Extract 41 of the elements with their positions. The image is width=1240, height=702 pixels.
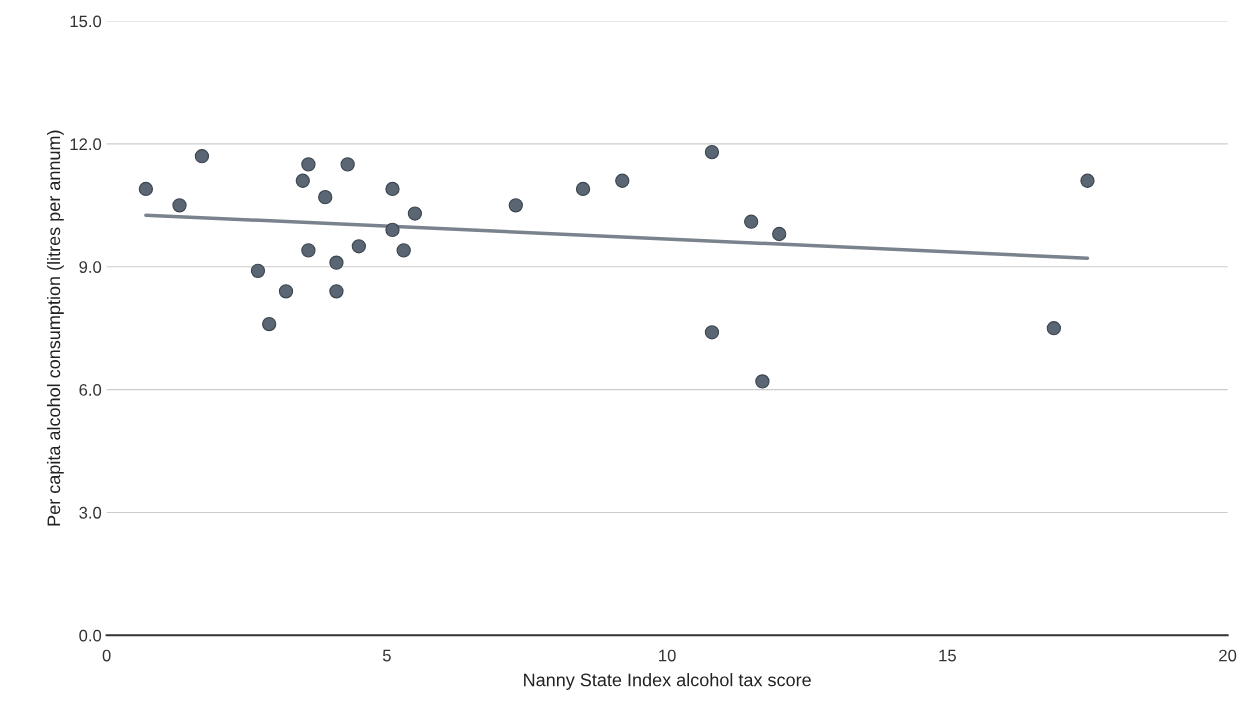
point [301, 157, 316, 172]
y-tick-label: 3.0 [79, 506, 102, 519]
point [744, 214, 759, 229]
point [396, 243, 411, 258]
point [508, 198, 523, 213]
point [772, 226, 787, 242]
point [385, 181, 400, 197]
y-axis-title: Per capita alcohol consumption (litres per annum) [46, 130, 64, 526]
point [194, 149, 210, 164]
point [262, 316, 277, 332]
point [385, 222, 400, 238]
x-tick-label: 5 [382, 649, 391, 662]
x-tick-label: 15 [939, 649, 956, 662]
point [575, 181, 591, 197]
point [295, 173, 310, 188]
point [172, 198, 187, 213]
point [250, 263, 266, 278]
point [138, 181, 154, 197]
point [351, 239, 366, 254]
x-tick-label: 20 [1219, 649, 1237, 662]
point [755, 374, 770, 389]
point [340, 157, 355, 172]
x-tick-label: 10 [659, 649, 676, 662]
y-tick-label: 0.0 [79, 629, 102, 642]
y-tick-label: 6.0 [79, 384, 102, 396]
point [329, 255, 344, 270]
x-tick-label: 0 [102, 649, 111, 662]
y-tick-label: 9.0 [79, 261, 102, 273]
point [407, 206, 423, 221]
point [278, 284, 294, 299]
y-tick-label: 15.0 [70, 15, 102, 28]
point [318, 190, 333, 205]
point [1080, 173, 1095, 188]
x-axis-title: Nanny State Index alcohol tax score [524, 673, 811, 690]
point [329, 284, 344, 299]
point [1046, 321, 1061, 336]
point [301, 243, 316, 258]
y-tick-label: 12.0 [70, 138, 102, 151]
point [704, 325, 720, 340]
point [704, 144, 720, 160]
point [615, 173, 630, 188]
